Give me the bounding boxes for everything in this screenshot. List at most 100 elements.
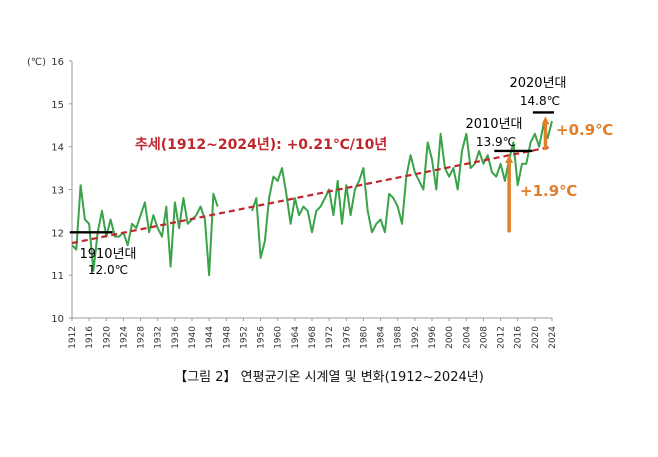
x-tick-label: 2020 <box>531 326 541 349</box>
data-point <box>272 175 274 177</box>
data-point <box>131 223 133 225</box>
x-tick-label: 1952 <box>239 326 249 349</box>
data-point <box>324 197 326 199</box>
x-tick-label: 1924 <box>119 326 129 349</box>
data-point <box>204 218 206 220</box>
data-point <box>431 158 433 160</box>
data-point <box>482 163 484 165</box>
data-point <box>178 227 180 229</box>
x-tick-label: 1912 <box>68 326 78 349</box>
data-point <box>208 274 210 276</box>
data-point <box>109 218 111 220</box>
data-point <box>465 133 467 135</box>
figure-caption: 【그림 2】 연평균기온 시계열 및 변화(1912~2024년) <box>174 370 484 385</box>
x-tick-label: 1960 <box>274 326 284 349</box>
data-point <box>551 120 553 122</box>
trend-line <box>71 145 553 245</box>
data-point <box>148 231 150 233</box>
data-point <box>418 180 420 182</box>
data-point <box>152 214 154 216</box>
data-point <box>392 197 394 199</box>
y-tick-label: 15 <box>51 100 64 111</box>
data-point <box>409 154 411 156</box>
data-point <box>495 175 497 177</box>
data-point <box>251 210 253 212</box>
data-point <box>384 231 386 233</box>
x-tick-label: 1944 <box>205 326 215 349</box>
data-point <box>499 163 501 165</box>
data-point <box>517 184 519 186</box>
data-point <box>307 210 309 212</box>
y-tick-label: 11 <box>51 271 64 282</box>
y-tick-label: 16 <box>51 57 64 68</box>
x-tick-label: 1988 <box>394 326 404 349</box>
data-point <box>504 180 506 182</box>
data-point <box>487 154 489 156</box>
data-point <box>525 163 527 165</box>
data-point <box>144 201 146 203</box>
x-tick-label: 1920 <box>102 326 112 349</box>
data-point <box>199 205 201 207</box>
data-point <box>75 248 77 250</box>
x-tick-label: 1928 <box>137 326 147 349</box>
data-point <box>448 175 450 177</box>
data-point <box>311 231 313 233</box>
data-point <box>538 145 540 147</box>
data-point <box>277 180 279 182</box>
data-point <box>139 214 141 216</box>
data-point <box>452 167 454 169</box>
data-point <box>118 235 120 237</box>
y-tick-label: 12 <box>51 228 64 239</box>
data-point <box>521 163 523 165</box>
data-point <box>315 210 317 212</box>
x-tick-label: 2016 <box>514 326 524 349</box>
data-point <box>182 197 184 199</box>
data-point <box>174 201 176 203</box>
y-tick-label: 10 <box>51 314 64 325</box>
data-point <box>439 133 441 135</box>
data-point <box>341 223 343 225</box>
data-point <box>157 227 159 229</box>
decade-value-1910s: 12.0℃ <box>88 263 128 277</box>
data-point <box>298 214 300 216</box>
data-point <box>289 223 291 225</box>
x-tick-label: 1992 <box>411 326 421 349</box>
data-point <box>427 141 429 143</box>
data-point <box>71 244 73 246</box>
x-tick-label: 2000 <box>445 326 455 349</box>
data-point <box>358 180 360 182</box>
data-point <box>362 167 364 169</box>
y-tick-label: 13 <box>51 186 64 197</box>
data-point <box>435 188 437 190</box>
data-point <box>135 227 137 229</box>
x-tick-label: 1936 <box>171 326 181 349</box>
x-tick-label: 2004 <box>462 326 472 349</box>
data-point <box>285 193 287 195</box>
data-point <box>294 197 296 199</box>
data-point <box>212 193 214 195</box>
data-point <box>345 184 347 186</box>
data-point <box>397 205 399 207</box>
data-point <box>187 223 189 225</box>
x-tick-label: 1940 <box>188 326 198 349</box>
data-point <box>302 205 304 207</box>
data-point <box>169 265 171 267</box>
data-point <box>457 188 459 190</box>
x-tick-label: 1916 <box>85 326 95 349</box>
x-tick-label: 1996 <box>428 326 438 349</box>
data-point <box>349 214 351 216</box>
data-point <box>371 231 373 233</box>
x-tick-label: 2012 <box>497 326 507 349</box>
data-point <box>101 210 103 212</box>
data-point <box>461 150 463 152</box>
data-point <box>79 184 81 186</box>
data-point <box>529 141 531 143</box>
data-point <box>264 240 266 242</box>
y-unit-label: (℃) <box>27 57 46 68</box>
data-point <box>114 235 116 237</box>
x-tick-label: 2024 <box>548 326 558 349</box>
x-tick-label: 1964 <box>291 326 301 349</box>
x-tick-label: 1956 <box>257 326 267 349</box>
